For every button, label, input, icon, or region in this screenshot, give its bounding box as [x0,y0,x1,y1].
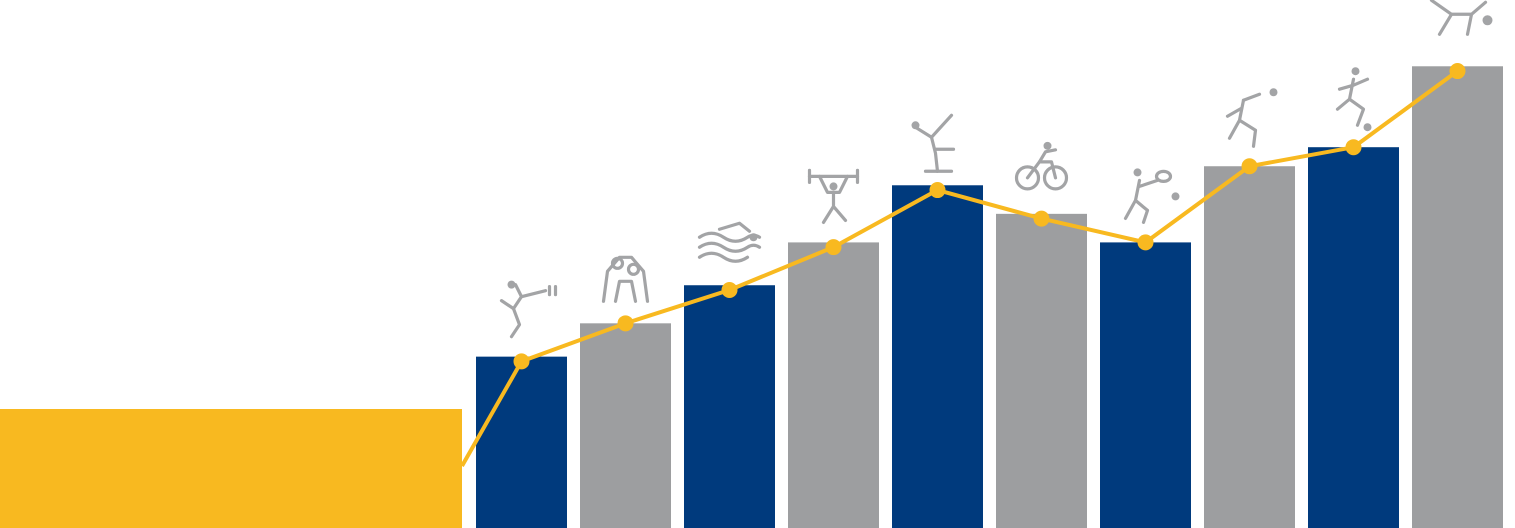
wrestling-icon [601,255,650,303]
fencing-icon [499,280,558,339]
line-point-7 [1137,234,1154,251]
line-point-9 [1345,139,1362,156]
line-point-8 [1241,158,1258,175]
swimming-icon [697,221,762,263]
bar-4 [788,242,879,528]
bar-3 [684,285,775,528]
tennis-icon [1123,168,1180,224]
bar-7 [1100,242,1191,528]
bar-5 [892,185,983,528]
bar-1 [476,356,567,528]
line-point-4 [825,239,842,256]
line-point-5 [929,182,946,199]
weightlifting-icon [807,168,860,224]
sport-icons [499,0,1493,339]
bar-6 [996,213,1087,528]
line-point-6 [1033,210,1050,227]
gymnastics-icon [911,113,956,173]
football-icon [1335,67,1372,132]
bar-series [476,66,1503,528]
cycling-icon [1014,141,1069,191]
volleyball-icon [1225,88,1278,148]
line-series [460,63,1466,467]
line-point-3 [721,282,738,298]
line-point-10 [1449,63,1466,80]
bar-10 [1412,66,1503,528]
yellow-block [0,409,462,528]
bar-2 [580,323,671,528]
handball-icon [1429,0,1493,36]
bar-9 [1308,147,1399,528]
bar-8 [1204,166,1295,528]
line-point-1 [513,353,530,370]
line-point-2 [617,315,634,332]
